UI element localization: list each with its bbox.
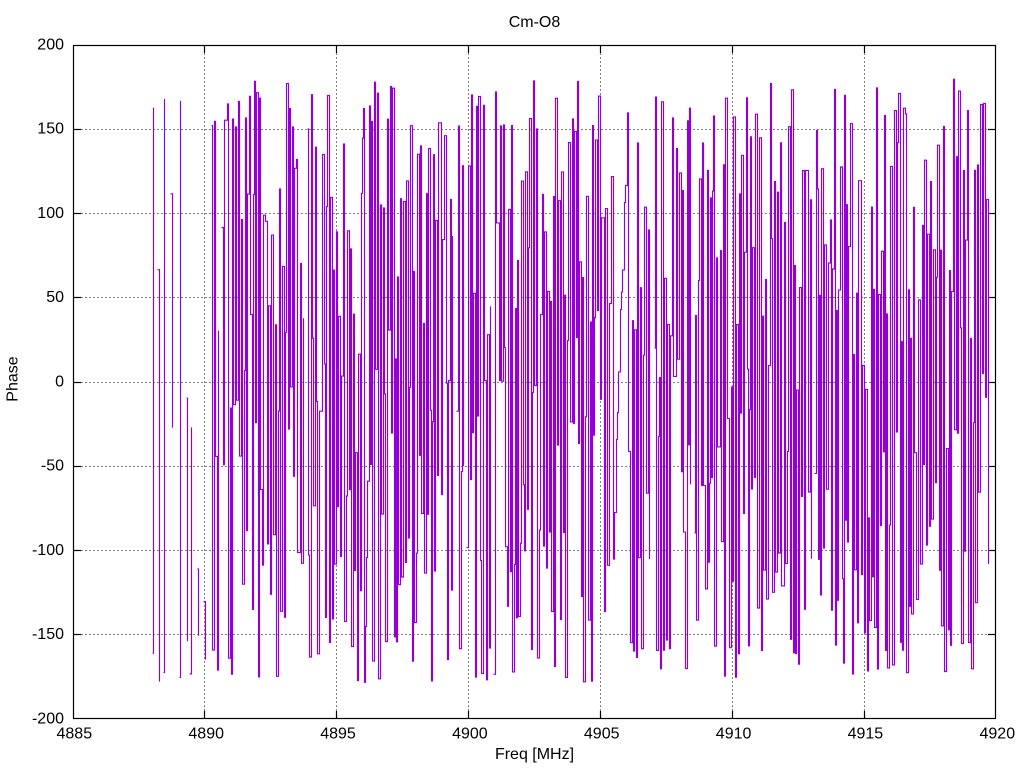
svg-text:4920: 4920 — [980, 725, 1016, 742]
svg-text:4915: 4915 — [848, 725, 884, 742]
svg-text:-100: -100 — [32, 542, 64, 559]
svg-text:4910: 4910 — [716, 725, 752, 742]
svg-text:150: 150 — [37, 121, 64, 138]
svg-text:4900: 4900 — [452, 725, 488, 742]
svg-text:-150: -150 — [32, 626, 64, 643]
svg-text:50: 50 — [46, 289, 64, 306]
svg-text:200: 200 — [37, 36, 64, 53]
svg-text:100: 100 — [37, 205, 64, 222]
svg-text:0: 0 — [55, 373, 64, 390]
svg-text:Freq [MHz]: Freq [MHz] — [495, 746, 574, 763]
svg-text:4905: 4905 — [584, 725, 620, 742]
svg-text:Cm-O8: Cm-O8 — [509, 14, 561, 31]
svg-text:4885: 4885 — [57, 725, 93, 742]
svg-text:4895: 4895 — [320, 725, 356, 742]
svg-text:4890: 4890 — [188, 725, 224, 742]
svg-text:-200: -200 — [32, 710, 64, 727]
svg-text:-50: -50 — [41, 458, 64, 475]
svg-text:Phase: Phase — [5, 356, 22, 401]
